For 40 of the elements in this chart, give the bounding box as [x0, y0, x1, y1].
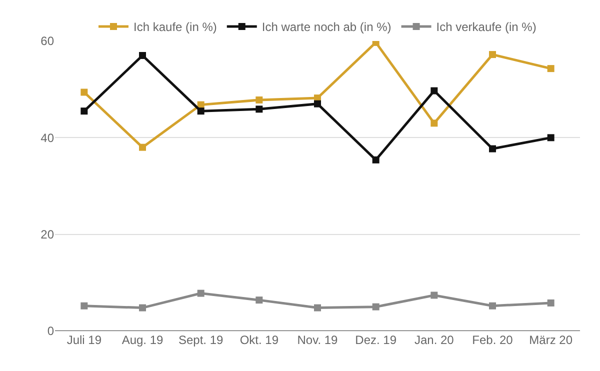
legend-label: Ich verkaufe (in %): [436, 20, 536, 34]
point: [489, 302, 496, 310]
x-tick-label: Sept. 19: [178, 333, 224, 347]
y-tick-label: 60: [40, 34, 54, 48]
point: [430, 292, 438, 299]
point: [430, 87, 438, 94]
x-tick-label: Jan. 20: [414, 333, 454, 347]
point: [139, 52, 146, 59]
y-tick-label: 0: [47, 324, 54, 338]
point: [256, 296, 263, 304]
legend-label: Ich warte noch ab (in %): [262, 20, 392, 34]
x-tick-label: Okt. 19: [240, 333, 279, 347]
y-tick-label: 40: [40, 130, 54, 145]
point: [256, 106, 263, 113]
point: [489, 51, 496, 58]
point: [197, 290, 204, 297]
point: [547, 65, 554, 72]
point: [80, 88, 88, 96]
x-tick-label: März 20: [529, 333, 573, 347]
point: [314, 100, 321, 108]
point: [489, 145, 496, 152]
point: [139, 304, 146, 312]
x-tick-label: Nov. 19: [297, 333, 338, 347]
point: [372, 303, 380, 310]
x-tick-label: Aug. 19: [122, 333, 164, 347]
y-tick-label: 20: [40, 228, 54, 242]
point: [256, 96, 263, 104]
point: [197, 108, 204, 115]
point: [139, 144, 146, 151]
x-tick-label: Dez. 19: [355, 333, 397, 347]
legend-label: Ich kaufe (in %): [134, 20, 217, 34]
point: [372, 156, 380, 164]
point: [80, 302, 88, 310]
point: [547, 134, 554, 142]
point: [314, 304, 321, 312]
point: [547, 299, 554, 306]
point: [80, 108, 88, 115]
x-tick-label: Juli 19: [66, 333, 102, 347]
x-tick-label: Feb. 20: [472, 333, 514, 347]
point: [430, 120, 438, 127]
